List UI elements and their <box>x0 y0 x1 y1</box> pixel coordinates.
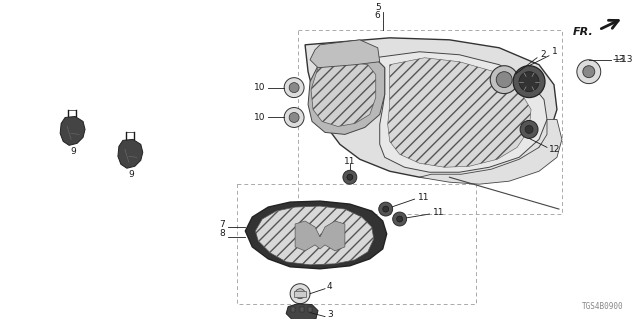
Text: 9: 9 <box>128 170 134 179</box>
Circle shape <box>520 120 538 138</box>
Circle shape <box>490 66 518 93</box>
Text: 5: 5 <box>375 4 381 12</box>
Bar <box>237 184 476 304</box>
Circle shape <box>295 289 305 299</box>
Polygon shape <box>295 221 345 251</box>
Text: FR.: FR. <box>573 27 594 37</box>
Circle shape <box>577 60 601 84</box>
Text: 11: 11 <box>433 208 444 217</box>
Bar <box>298 30 562 214</box>
Polygon shape <box>420 119 562 184</box>
Circle shape <box>525 125 533 133</box>
Circle shape <box>379 202 393 216</box>
Text: 4: 4 <box>327 282 333 291</box>
Text: 10: 10 <box>253 83 265 92</box>
Text: TGS4B0900: TGS4B0900 <box>582 302 623 311</box>
Bar <box>308 307 312 312</box>
Circle shape <box>519 72 539 92</box>
Text: —13: —13 <box>612 55 633 64</box>
Text: 9: 9 <box>70 147 76 156</box>
Circle shape <box>397 216 403 222</box>
Text: 3: 3 <box>327 310 333 319</box>
Text: 7: 7 <box>220 220 225 228</box>
Bar <box>294 291 306 297</box>
Circle shape <box>347 174 353 180</box>
Circle shape <box>513 66 545 98</box>
Polygon shape <box>118 140 143 168</box>
Text: 2: 2 <box>540 50 546 59</box>
Polygon shape <box>310 40 380 68</box>
Circle shape <box>289 83 299 92</box>
Circle shape <box>343 170 357 184</box>
Circle shape <box>393 212 406 226</box>
Polygon shape <box>245 201 387 269</box>
Bar <box>300 307 304 312</box>
Polygon shape <box>255 206 374 265</box>
Polygon shape <box>308 55 385 134</box>
Polygon shape <box>286 304 318 320</box>
Circle shape <box>290 284 310 304</box>
Text: 12: 12 <box>549 145 561 154</box>
Circle shape <box>383 206 388 212</box>
Text: 13: 13 <box>614 55 625 64</box>
Text: 11: 11 <box>417 193 429 202</box>
Text: 10: 10 <box>253 113 265 122</box>
Text: 6: 6 <box>375 12 381 20</box>
Polygon shape <box>375 52 547 172</box>
Circle shape <box>284 108 304 127</box>
Circle shape <box>289 113 299 123</box>
Text: 8: 8 <box>220 229 225 238</box>
Polygon shape <box>305 38 557 179</box>
Bar <box>291 307 295 312</box>
Polygon shape <box>60 116 85 145</box>
Text: 11: 11 <box>344 157 356 166</box>
Polygon shape <box>388 58 531 167</box>
Polygon shape <box>311 62 376 126</box>
Text: 1: 1 <box>552 47 557 56</box>
Circle shape <box>583 66 595 78</box>
Circle shape <box>284 78 304 98</box>
Circle shape <box>496 72 512 88</box>
